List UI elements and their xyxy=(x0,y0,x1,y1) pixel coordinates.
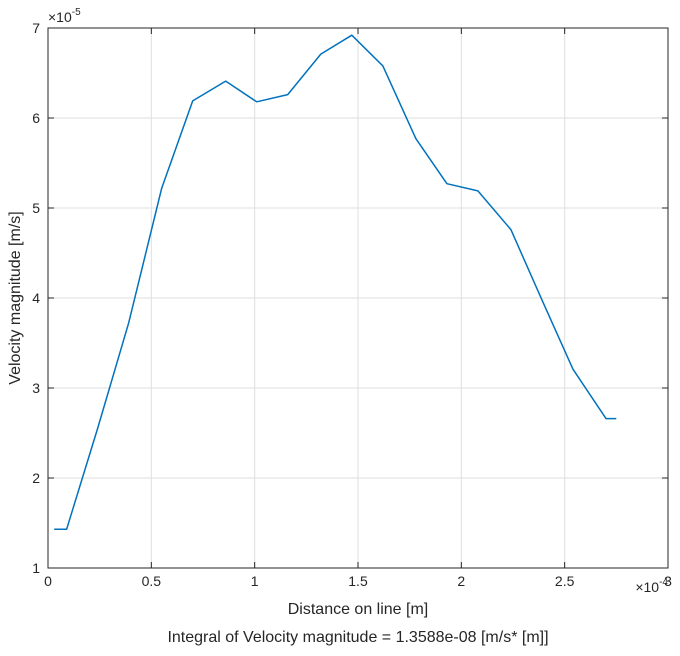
series-layer xyxy=(54,34,617,531)
x-tick-label: 0 xyxy=(44,573,52,589)
series-line xyxy=(54,34,617,531)
x-tick-labels: 0 0.5 1 1.5 2 2.5 3 xyxy=(44,573,672,589)
y-tick-label: 4 xyxy=(32,290,40,306)
y-tick-label: 6 xyxy=(32,110,40,126)
x-tick-label: 1 xyxy=(251,573,259,589)
y-tick-label: 1 xyxy=(32,560,40,576)
y-axis-label: Velocity magnitude [m/s] xyxy=(7,211,24,384)
x-axis-exponent: ×10-4 xyxy=(635,577,668,595)
x-tick-label: 1.5 xyxy=(348,573,368,589)
plot-frame xyxy=(47,27,669,569)
x-tick-label: 2 xyxy=(457,573,465,589)
x-tick-label: 0.5 xyxy=(142,573,162,589)
x-axis-label: Distance on line [m] xyxy=(288,601,429,618)
y-tick-label: 5 xyxy=(32,200,40,216)
y-tick-labels: 1 2 3 4 5 6 7 xyxy=(32,20,40,576)
x-tick-label: 2.5 xyxy=(555,573,575,589)
y-tick-label: 3 xyxy=(32,380,40,396)
y-tick-label: 2 xyxy=(32,470,40,486)
y-tick-label: 7 xyxy=(32,20,40,36)
x-tick-label: 3 xyxy=(664,573,672,589)
footer-label: Integral of Velocity magnitude = 1.3588e… xyxy=(167,629,548,646)
y-axis-exponent: ×10-5 xyxy=(48,7,81,25)
